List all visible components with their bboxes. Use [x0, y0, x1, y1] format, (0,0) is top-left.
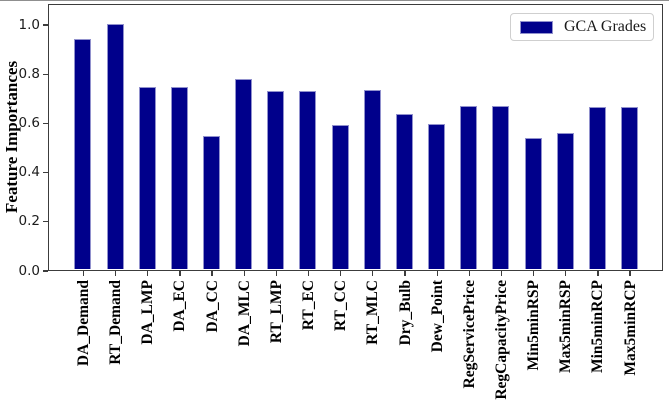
- y-tick-label-0.8: 0.8: [18, 65, 40, 82]
- x-tick-mark-DA_EC: [179, 271, 181, 276]
- x-tick-label-Min5minRCP: Min5minRCP: [589, 280, 607, 373]
- legend-swatch: [520, 20, 553, 34]
- y-axis-title: Feature Importances: [2, 60, 21, 214]
- x-tick-label-RT_MLC: RT_MLC: [364, 280, 382, 345]
- x-tick-label-Min5minRSP: Min5minRSP: [525, 280, 543, 371]
- y-tick-mark-0.6: [43, 122, 48, 125]
- x-tick-mark-DA_LMP: [147, 271, 149, 276]
- x-tick-mark-DA_MLC: [243, 271, 245, 276]
- x-tick-mark-RT_LMP: [275, 271, 278, 276]
- x-tick-mark-DA_CC: [211, 271, 213, 276]
- bar-RT_MLC: [363, 89, 381, 269]
- figure-top-border: [0, 0, 669, 2]
- bar-RegCapacityPrice: [492, 105, 510, 269]
- x-tick-mark-RT_EC: [307, 271, 310, 276]
- x-tick-mark-RT_Demand: [115, 271, 117, 276]
- x-tick-label-Dry_Bulb: Dry_Bulb: [396, 280, 414, 346]
- bar-Dew_Point: [428, 124, 446, 269]
- x-tick-label-DA_EC: DA_EC: [171, 280, 189, 332]
- x-tick-mark-Min5minRSP: [532, 271, 535, 276]
- x-tick-label-RegCapacityPrice: RegCapacityPrice: [492, 280, 510, 400]
- x-tick-label-DA_MLC: DA_MLC: [235, 280, 253, 347]
- y-tick-label-0.4: 0.4: [18, 164, 40, 181]
- bar-RT_EC: [299, 90, 317, 269]
- bar-Min5minRCP: [588, 106, 606, 269]
- bar-Max5minRSP: [556, 132, 574, 269]
- bar-RT_Demand: [106, 24, 124, 269]
- x-tick-label-RT_Demand: RT_Demand: [107, 280, 125, 365]
- x-tick-mark-Max5minRSP: [565, 271, 567, 276]
- y-tick-label-0.6: 0.6: [18, 114, 40, 131]
- y-tick-mark-1.0: [43, 24, 48, 26]
- y-tick-mark-0.4: [43, 171, 48, 174]
- x-tick-mark-Dew_Point: [436, 271, 438, 276]
- legend-label: GCA Grades: [564, 18, 647, 35]
- x-tick-mark-RT_CC: [340, 271, 342, 276]
- x-tick-mark-RT_MLC: [372, 271, 374, 276]
- bar-DA_MLC: [235, 78, 253, 269]
- bar-RT_LMP: [267, 90, 285, 269]
- y-tick-mark-0.0: [43, 270, 48, 272]
- x-tick-mark-DA_Demand: [82, 271, 85, 276]
- x-tick-label-DA_CC: DA_CC: [203, 280, 221, 333]
- bar-Dry_Bulb: [395, 114, 413, 269]
- x-tick-mark-Min5minRCP: [597, 271, 599, 276]
- x-tick-mark-Max5minRCP: [629, 271, 631, 276]
- legend: GCA Grades: [510, 13, 654, 41]
- bar-DA_Demand: [74, 39, 92, 269]
- plot-area: [47, 3, 663, 271]
- bar-DA_LMP: [138, 87, 156, 269]
- x-tick-mark-RegServicePrice: [468, 271, 470, 276]
- x-tick-label-DA_Demand: DA_Demand: [75, 280, 92, 367]
- x-tick-label-RT_EC: RT_EC: [300, 280, 318, 331]
- y-tick-label-1.0: 1.0: [18, 16, 40, 33]
- y-tick-label-0.2: 0.2: [18, 213, 40, 230]
- x-tick-label-DA_LMP: DA_LMP: [139, 280, 157, 345]
- bar-RegServicePrice: [460, 105, 478, 269]
- y-tick-label-0.0: 0.0: [18, 262, 40, 279]
- bar-DA_CC: [203, 136, 220, 269]
- x-tick-mark-Dry_Bulb: [404, 271, 406, 276]
- y-tick-mark-0.2: [43, 221, 48, 223]
- bar-Max5minRCP: [620, 106, 638, 269]
- x-tick-label-RT_CC: RT_CC: [332, 280, 350, 332]
- x-tick-label-RegServicePrice: RegServicePrice: [460, 280, 478, 389]
- bar-RT_CC: [331, 125, 349, 269]
- x-tick-mark-RegCapacityPrice: [500, 271, 503, 276]
- x-tick-label-Max5minRSP: Max5minRSP: [557, 280, 575, 373]
- bar-Min5minRSP: [524, 137, 542, 269]
- x-tick-label-Dew_Point: Dew_Point: [428, 280, 446, 353]
- x-tick-label-Max5minRCP: Max5minRCP: [621, 280, 639, 376]
- y-tick-mark-0.8: [43, 73, 48, 75]
- x-tick-label-RT_LMP: RT_LMP: [267, 280, 285, 344]
- bar-DA_EC: [170, 87, 188, 269]
